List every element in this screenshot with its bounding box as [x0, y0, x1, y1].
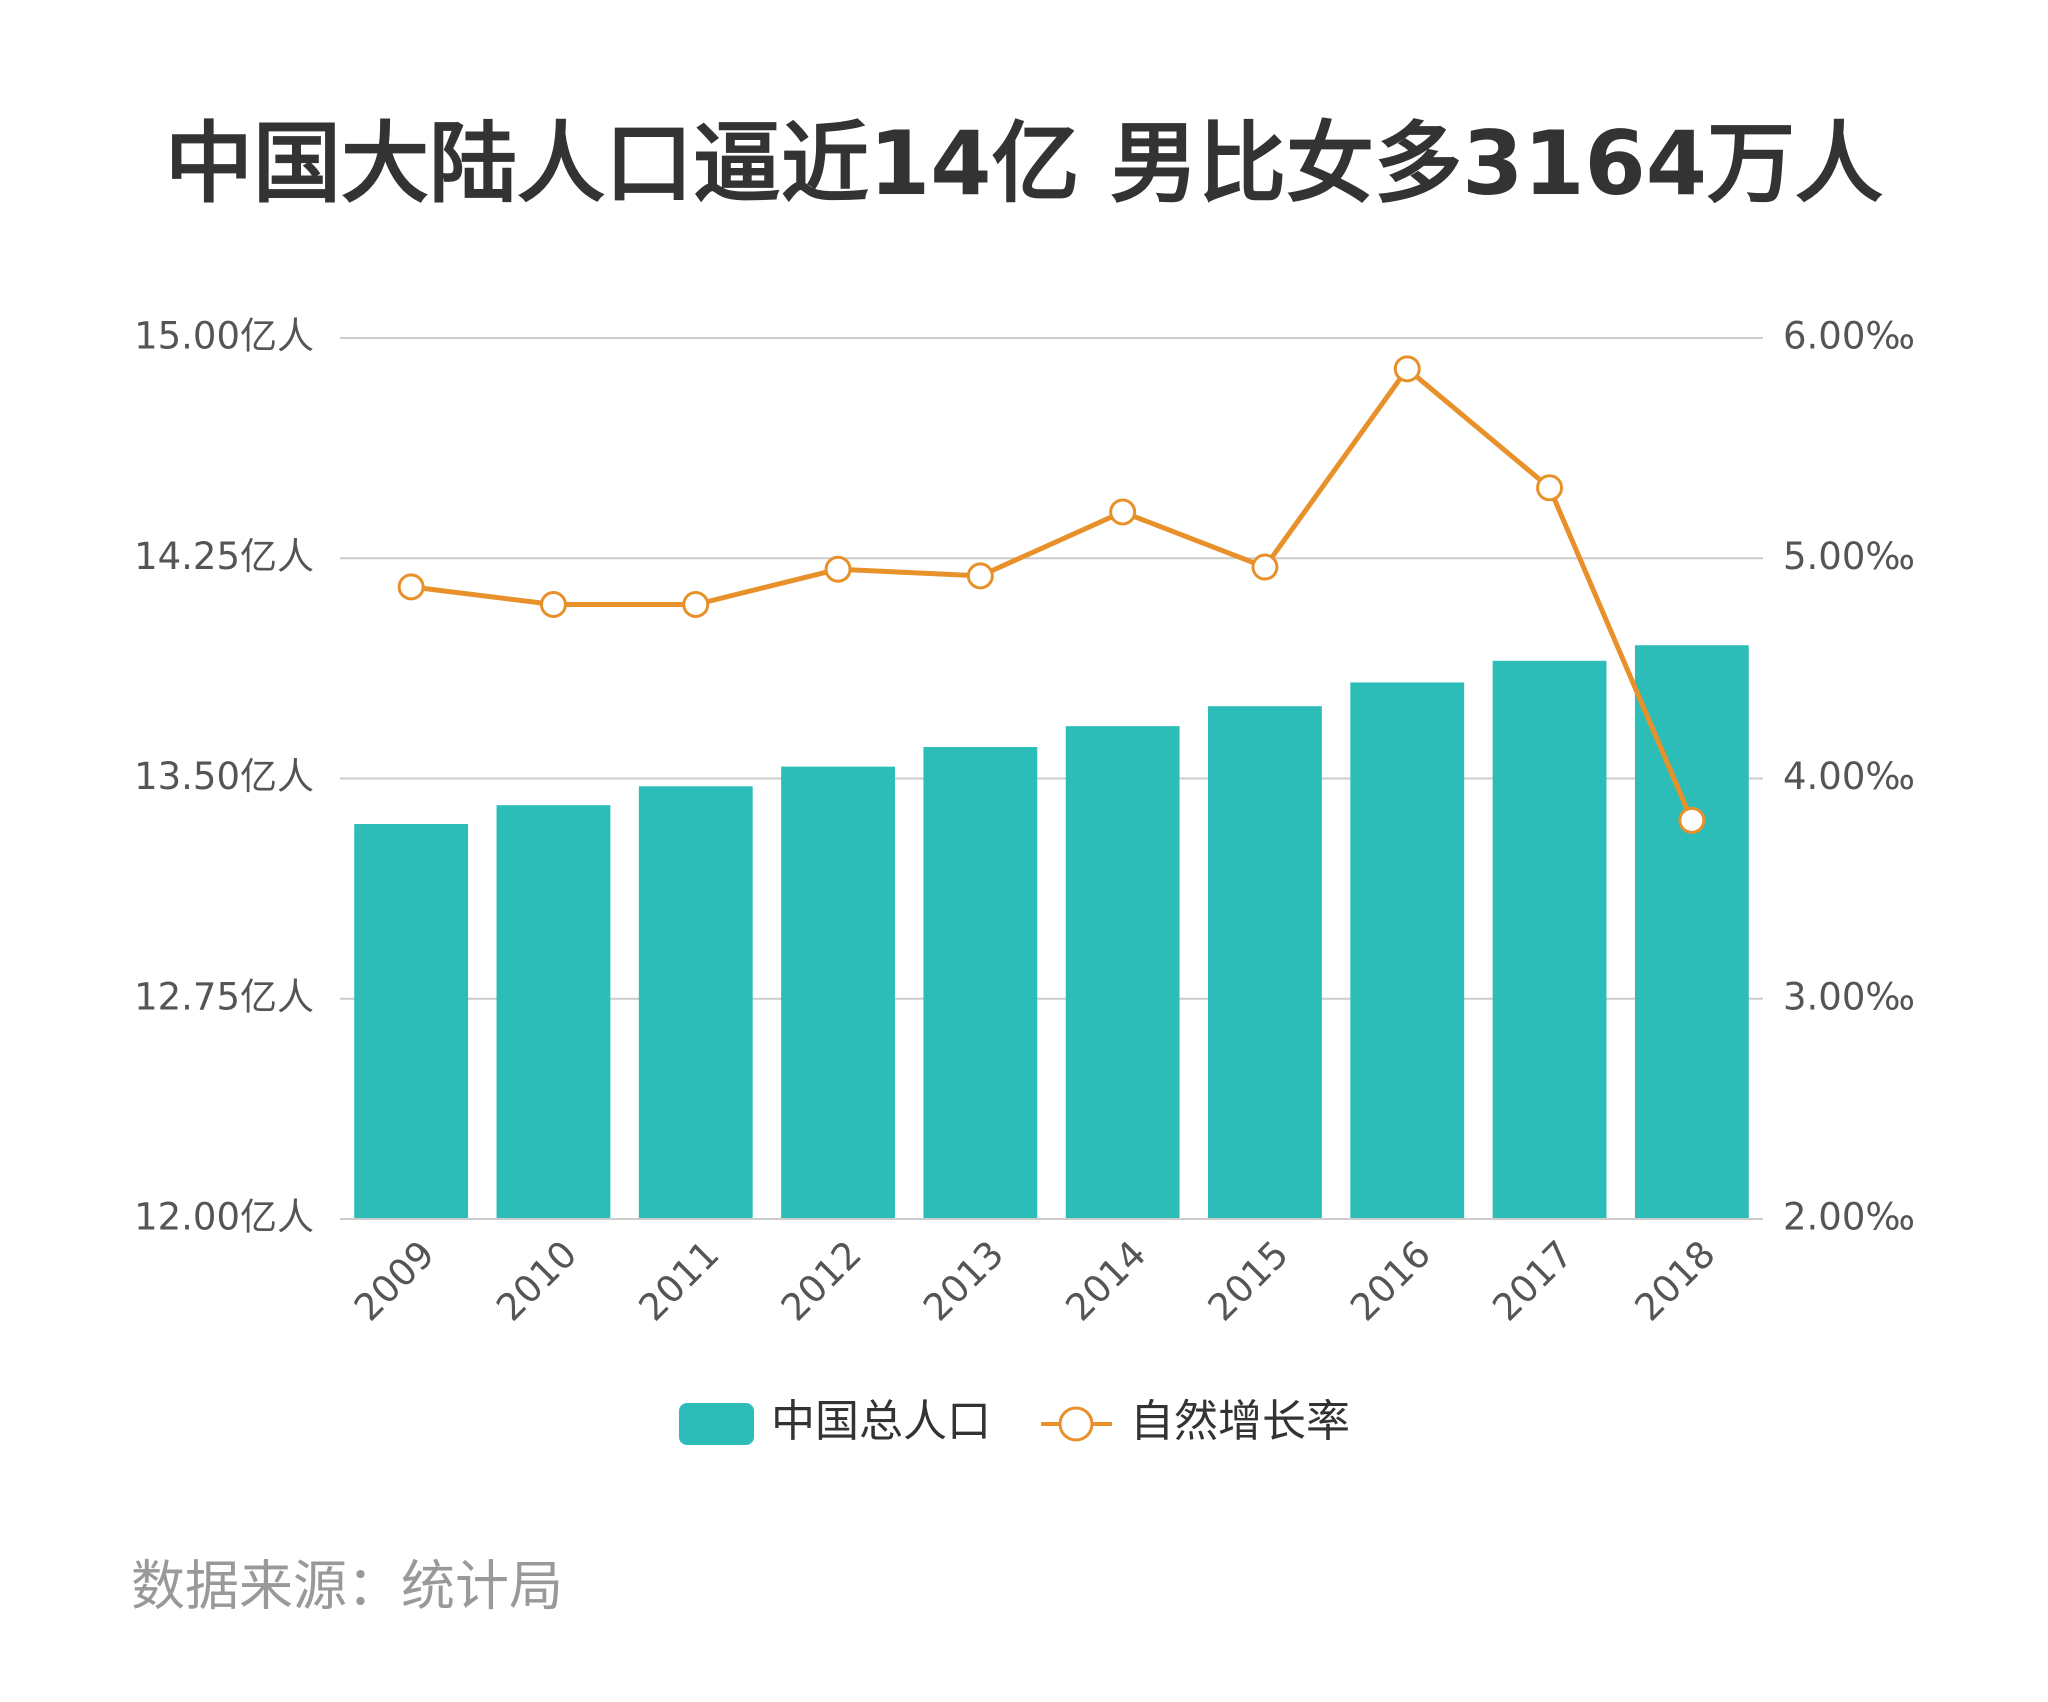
bar	[1492, 660, 1607, 1219]
y2-tick-label: 2.00‰	[1783, 1196, 1915, 1239]
x-tick-label: 2013	[915, 1232, 1012, 1329]
line	[410, 365, 1695, 822]
bar	[923, 747, 1038, 1219]
x-tick-label: 2012	[773, 1232, 870, 1329]
bar	[1350, 682, 1465, 1219]
x-tick-label: 2018	[1627, 1232, 1724, 1329]
line-point	[397, 573, 425, 601]
y-tick-label: 12.75亿人	[134, 975, 314, 1018]
bar	[638, 786, 753, 1219]
bar	[1065, 726, 1180, 1219]
line-point	[966, 562, 994, 590]
y2-tick-label: 6.00‰	[1783, 315, 1915, 358]
x-tick-label: 2017	[1484, 1232, 1581, 1329]
y-tick-label: 13.50亿人	[134, 755, 314, 798]
chart-title: 中国大陆人口逼近14亿 男比女多3164万人	[165, 112, 1883, 215]
line-point	[1109, 498, 1137, 526]
x-tick-label: 2015	[1200, 1232, 1297, 1329]
line-point	[1251, 553, 1279, 581]
bar	[1208, 706, 1322, 1219]
x-tick-label: 2010	[488, 1232, 585, 1329]
line-point	[824, 555, 852, 583]
legend-swatch	[679, 1403, 754, 1445]
y2-tick-label: 4.00‰	[1783, 755, 1915, 798]
legend-label: 中国总人口	[771, 1396, 991, 1447]
bar	[1634, 645, 1749, 1219]
x-tick-label: 2009	[346, 1232, 443, 1329]
line-point	[682, 591, 710, 619]
line-point	[1393, 355, 1421, 383]
y-tick-label: 15.00亿人	[134, 315, 314, 358]
source-note: 数据来源：统计局	[131, 1555, 563, 1618]
y-tick-label: 14.25亿人	[134, 535, 314, 578]
x-tick-label: 2014	[1057, 1232, 1154, 1329]
line-point	[539, 591, 567, 619]
bar	[354, 824, 469, 1219]
bar	[781, 766, 895, 1219]
y2-tick-label: 3.00‰	[1783, 975, 1915, 1018]
x-tick-label: 2011	[631, 1232, 728, 1329]
y2-tick-label: 5.00‰	[1783, 535, 1915, 578]
y-tick-label: 12.00亿人	[134, 1196, 314, 1239]
legend-label: 自然增长率	[1130, 1396, 1350, 1447]
legend-swatch	[1058, 1406, 1094, 1442]
line-point	[1678, 806, 1706, 834]
x-tick-label: 2016	[1342, 1232, 1439, 1329]
bar	[496, 805, 611, 1219]
line-point	[1536, 474, 1564, 502]
